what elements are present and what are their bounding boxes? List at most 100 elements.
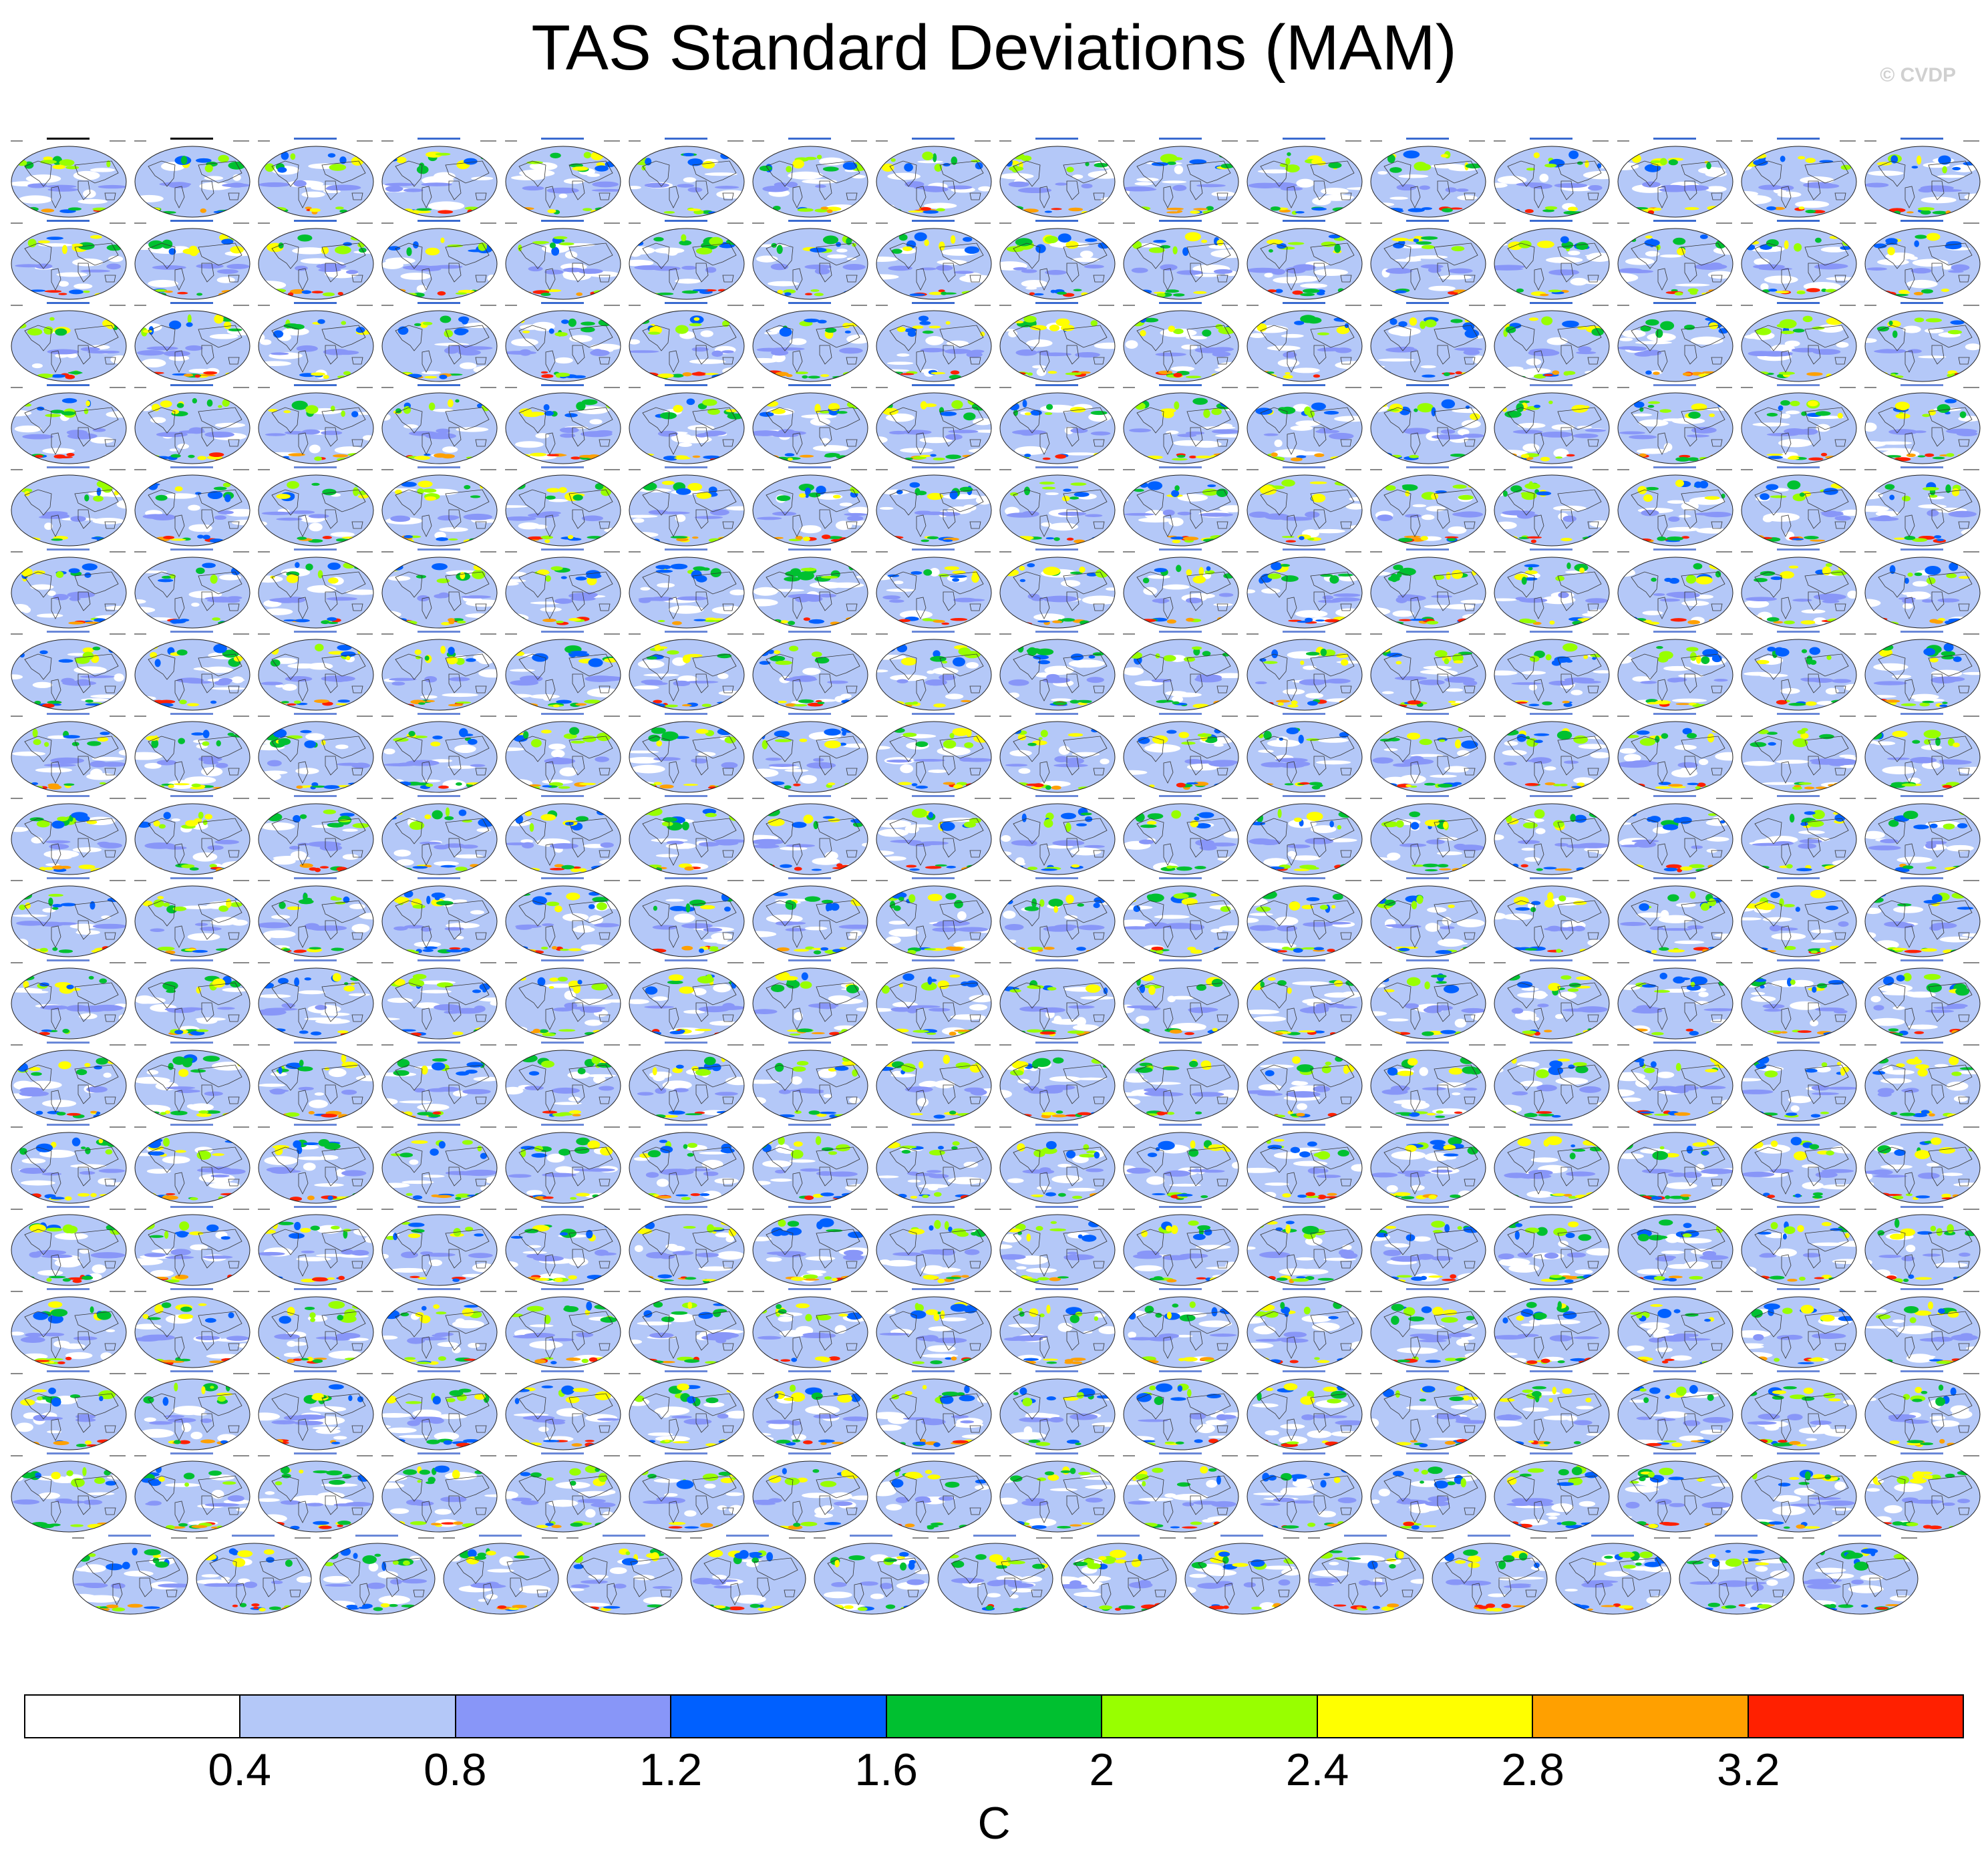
anomaly-blob bbox=[1018, 768, 1031, 774]
anomaly-blob bbox=[581, 515, 603, 522]
anomaly-blob bbox=[1794, 243, 1802, 252]
map-background bbox=[259, 311, 373, 381]
anomaly-blob bbox=[391, 456, 403, 461]
anomaly-blob bbox=[1918, 207, 1935, 211]
anomaly-blob bbox=[327, 617, 337, 621]
anomaly-blob bbox=[80, 347, 100, 351]
anomaly-blob bbox=[1406, 732, 1421, 740]
continent-outline bbox=[889, 160, 984, 208]
anomaly-blob bbox=[1585, 598, 1609, 603]
anomaly-blob bbox=[150, 417, 166, 424]
panel-header-mark bbox=[1593, 633, 1609, 635]
map-border bbox=[1247, 639, 1363, 711]
map-panel bbox=[133, 630, 252, 711]
map-panel-svg bbox=[999, 549, 1116, 629]
anomaly-blob bbox=[1759, 374, 1769, 378]
anomaly-blob bbox=[1815, 786, 1828, 790]
map-border bbox=[752, 310, 868, 382]
anomaly-blob bbox=[582, 736, 597, 742]
panel-header-mark bbox=[1864, 551, 1876, 553]
map-border bbox=[134, 228, 251, 300]
anomaly-blob bbox=[322, 488, 337, 496]
anomaly-blob bbox=[1084, 265, 1104, 269]
map-panel bbox=[627, 548, 746, 629]
anomaly-blob bbox=[230, 246, 244, 254]
anomaly-blob bbox=[1420, 321, 1426, 329]
anomaly-blob bbox=[1044, 412, 1053, 416]
anomaly-blob bbox=[1317, 332, 1330, 335]
anomaly-blob bbox=[1875, 510, 1900, 517]
anomaly-blob bbox=[933, 650, 941, 658]
continent-outline bbox=[395, 736, 490, 784]
anomaly-blob bbox=[1710, 454, 1723, 458]
anomaly-blob bbox=[515, 210, 530, 215]
anomaly-blob bbox=[548, 744, 566, 750]
anomaly-blob bbox=[1502, 490, 1508, 497]
anomaly-blob bbox=[1766, 412, 1778, 417]
anomaly-blob bbox=[1275, 289, 1283, 293]
anomaly-blob bbox=[1907, 349, 1922, 353]
anomaly-blob bbox=[311, 482, 320, 486]
anomaly-blob bbox=[579, 454, 595, 458]
figure-title: TAS Standard Deviations (MAM) bbox=[531, 12, 1457, 84]
anomaly-blob bbox=[1271, 649, 1279, 659]
anomaly-blob bbox=[1937, 404, 1951, 413]
map-panel-svg bbox=[999, 466, 1116, 547]
anomaly-blob bbox=[146, 346, 178, 351]
continent-outline bbox=[395, 571, 490, 619]
map-panel-svg bbox=[876, 220, 992, 300]
panel-title-mark bbox=[170, 466, 213, 468]
anomaly-blob bbox=[84, 494, 90, 502]
anomaly-blob bbox=[163, 350, 190, 357]
anomaly-blob bbox=[711, 606, 744, 615]
anomaly-blob bbox=[944, 566, 959, 571]
anomaly-blob bbox=[1328, 162, 1342, 169]
anomaly-blob bbox=[1666, 536, 1684, 541]
panel-title-mark bbox=[47, 384, 90, 386]
panel-title-mark bbox=[1900, 713, 1943, 715]
map-panel-svg bbox=[134, 795, 251, 875]
anomaly-blob bbox=[406, 247, 412, 257]
anomaly-blob bbox=[714, 186, 739, 189]
continent-outline bbox=[1507, 243, 1602, 291]
anomaly-blob bbox=[904, 328, 917, 333]
anomaly-blob bbox=[1676, 247, 1686, 256]
panel-header-mark bbox=[876, 222, 888, 224]
anomaly-blob bbox=[1030, 410, 1042, 416]
anomaly-blob bbox=[1140, 329, 1146, 337]
anomaly-blob bbox=[890, 158, 896, 162]
anomaly-blob bbox=[1941, 289, 1950, 292]
anomaly-blob bbox=[464, 484, 471, 490]
anomaly-blob bbox=[1655, 736, 1660, 743]
map-panel bbox=[1616, 466, 1735, 547]
panel-header-mark bbox=[357, 222, 373, 224]
anomaly-blob bbox=[764, 331, 778, 335]
anomaly-blob bbox=[822, 235, 839, 245]
anomaly-blob bbox=[1418, 679, 1445, 685]
anomaly-blob bbox=[522, 330, 530, 333]
panel-header-mark bbox=[1864, 222, 1876, 224]
anomaly-blob bbox=[1070, 482, 1087, 486]
anomaly-blob bbox=[293, 815, 301, 823]
anomaly-blob bbox=[1951, 264, 1970, 271]
anomaly-blob bbox=[1698, 758, 1709, 766]
anomaly-blob bbox=[148, 279, 178, 287]
anomaly-blob bbox=[425, 247, 440, 256]
anomaly-blob bbox=[1385, 485, 1396, 491]
map-panel bbox=[627, 301, 746, 382]
continent-outline bbox=[24, 407, 119, 455]
anomaly-blob bbox=[1260, 374, 1269, 379]
map-border bbox=[1123, 392, 1239, 464]
anomaly-blob bbox=[273, 330, 284, 338]
map-panel-svg bbox=[1370, 631, 1486, 711]
continent-outline bbox=[642, 571, 737, 619]
panel-header-mark bbox=[110, 305, 126, 306]
panel-header-mark bbox=[999, 633, 1011, 635]
anomaly-blob bbox=[1274, 439, 1283, 448]
panel-header-mark bbox=[1864, 387, 1876, 388]
anomaly-blob bbox=[1675, 703, 1691, 706]
anomaly-blob bbox=[882, 595, 901, 600]
panel-title-mark bbox=[541, 549, 584, 551]
map-panel bbox=[9, 630, 128, 711]
continent-outline bbox=[271, 160, 366, 208]
